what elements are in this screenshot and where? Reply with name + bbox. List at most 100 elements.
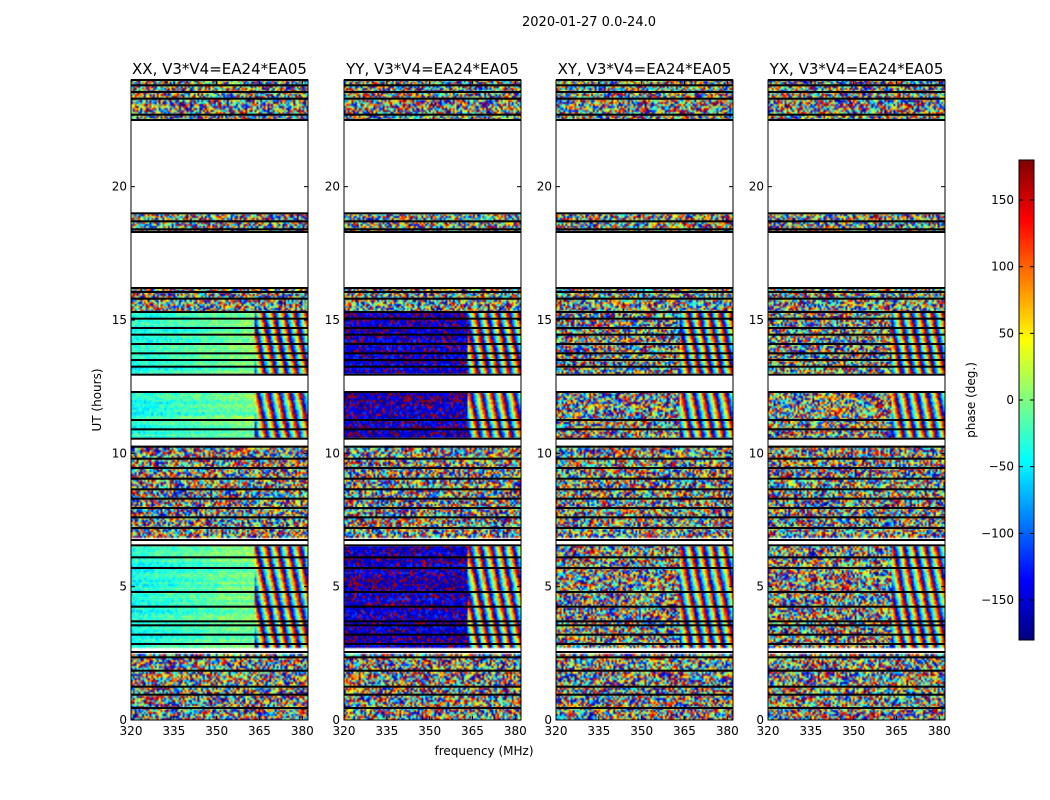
x-tick-label: 335 [799,724,822,738]
flag-line [344,707,521,709]
flag-line [768,467,945,469]
flag-line [344,291,521,293]
flag-line [344,365,521,368]
flag-line [768,527,945,529]
flag-line [344,212,521,215]
x-axis-label: frequency (MHz) [434,744,533,758]
flag-line [344,556,521,559]
flag-line [344,620,521,623]
flag-line [344,220,521,223]
y-tick-label: 10 [537,446,552,460]
flag-line [556,373,733,376]
x-tick-label: 365 [673,724,696,738]
flag-line [131,445,308,448]
flag-line [768,620,945,623]
flag-line [344,228,521,231]
flag-line [768,291,945,293]
flag-line [768,669,945,672]
flag-line [556,467,733,469]
y-tick-label: 20 [325,180,340,194]
flag-line [768,497,945,500]
flag-line [768,391,945,393]
flag-line [556,445,733,448]
flag-line [768,297,945,300]
flag-line [344,317,521,320]
panel-title: XY, V3*V4=EA24*EA05 [558,60,732,78]
y-axis-label: UT (hours) [90,368,104,431]
flag-line [556,497,733,500]
flag-line [344,544,521,547]
y-tick-label: 10 [112,446,127,460]
flag-line [768,91,945,93]
flag-line [556,317,733,320]
flag-line [344,359,521,361]
flag-line [768,228,945,231]
flag-line [131,685,308,688]
flag-line [556,343,733,345]
flag-line [556,359,733,361]
flag-line [344,327,521,329]
flag-line [768,84,945,87]
flag-line [131,365,308,368]
y-tick-label: 5 [332,580,340,594]
flag-line [131,373,308,376]
flag-line [556,287,733,289]
panel-title: YY, V3*V4=EA24*EA05 [345,60,519,78]
flag-line [131,477,308,480]
flag-line [131,311,308,313]
panel-frame [343,79,522,721]
flag-line [344,488,521,491]
flag-line [131,333,308,336]
flag-line [556,352,733,355]
panel-title: XX, V3*V4=EA24*EA05 [132,60,307,78]
flag-line [344,119,521,121]
flag-line [131,516,308,519]
panel-xy: XY, V3*V4=EA24*EA05 320 335 350 365 380 0 5 10 15… [537,60,739,738]
y-tick-label: 5 [544,580,552,594]
flag-line [556,556,733,559]
panel-yx: YX, V3*V4=EA24*EA05 320 335 350 365 380 0 5 10 15… [749,60,951,738]
flag-line [131,119,308,121]
flag-line [556,633,733,636]
flag-line [556,651,733,653]
flag-line [131,297,308,300]
flag-line [768,633,945,636]
flag-line [768,327,945,329]
flag-line [131,507,308,509]
panel-yy: YY, V3*V4=EA24*EA05 320 335 350 365 380 0 5 10 15… [325,60,527,738]
flag-line [131,212,308,215]
flag-line [556,428,733,431]
flag-line [768,437,945,440]
flag-line [131,497,308,500]
y-tick-label: 0 [119,713,127,727]
flag-line [768,643,945,645]
flag-line [131,91,308,93]
flag-line [131,633,308,636]
flag-line [556,291,733,293]
flag-line [768,477,945,480]
flag-line [768,220,945,223]
flag-line [131,624,308,627]
flag-line [768,457,945,460]
flag-line [344,467,521,469]
flag-line [556,297,733,300]
flag-line [768,97,945,100]
flag-line [131,352,308,355]
flag-line [344,527,521,529]
y-tick-label: 20 [537,180,552,194]
flag-line [768,624,945,627]
flag-line [131,220,308,223]
flag-line [768,311,945,313]
x-tick-label: 350 [842,724,865,738]
flag-line [556,544,733,547]
colorbar-label: phase (deg.) [964,362,978,438]
flag-line [344,693,521,696]
flag-line [344,373,521,376]
flag-line [768,685,945,688]
flag-line [556,605,733,608]
flag-line [344,231,521,233]
flag-line [768,656,945,659]
flag-line [556,84,733,87]
flag-line [768,373,945,376]
x-tick-label: 365 [461,724,484,738]
